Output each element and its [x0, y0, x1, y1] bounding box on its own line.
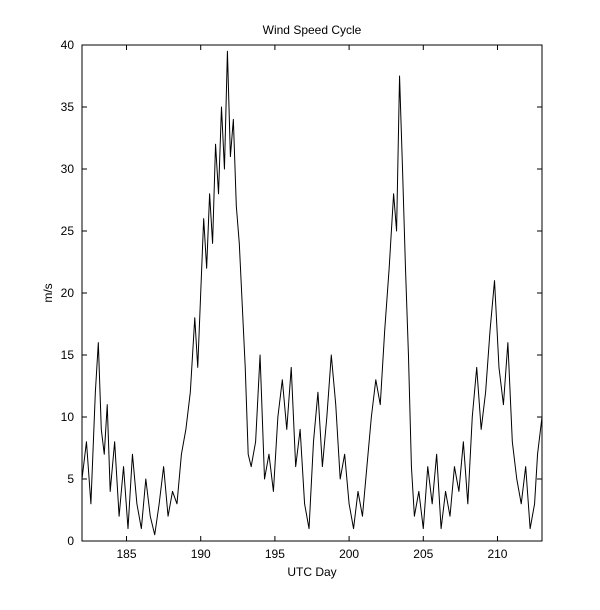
x-tick-label: 190: [191, 547, 211, 561]
y-axis-ticks: 0 5 10 15 20 25 30 35 40: [61, 38, 542, 548]
series-layer: [81, 50, 543, 536]
y-tick-label: 10: [61, 410, 75, 424]
y-tick-label: 30: [61, 162, 75, 176]
y-tick-label: 5: [67, 472, 74, 486]
x-tick-label: 210: [487, 547, 507, 561]
y-tick-label: 20: [61, 286, 75, 300]
x-axis-label: UTC Day: [287, 565, 336, 579]
x-tick-label: 195: [265, 547, 285, 561]
y-tick-label: 35: [61, 100, 75, 114]
x-tick-label: 185: [117, 547, 137, 561]
y-tick-label: 25: [61, 224, 75, 238]
series-line-1: [81, 50, 543, 536]
y-tick-label: 15: [61, 348, 75, 362]
x-axis-ticks: 185 190 195 200 205 210: [117, 45, 508, 561]
y-axis-label: m/s: [41, 283, 55, 302]
x-tick-label: 200: [339, 547, 359, 561]
plot-frame: [81, 44, 543, 542]
y-tick-label: 0: [67, 534, 74, 548]
x-tick-label: 205: [413, 547, 433, 561]
chart-title: Wind Speed Cycle: [263, 23, 362, 37]
plot-area: 185 190 195 200 205 210 0 5 10 15 20 25 30 35 40: [61, 38, 543, 561]
y-tick-label: 40: [61, 38, 75, 52]
